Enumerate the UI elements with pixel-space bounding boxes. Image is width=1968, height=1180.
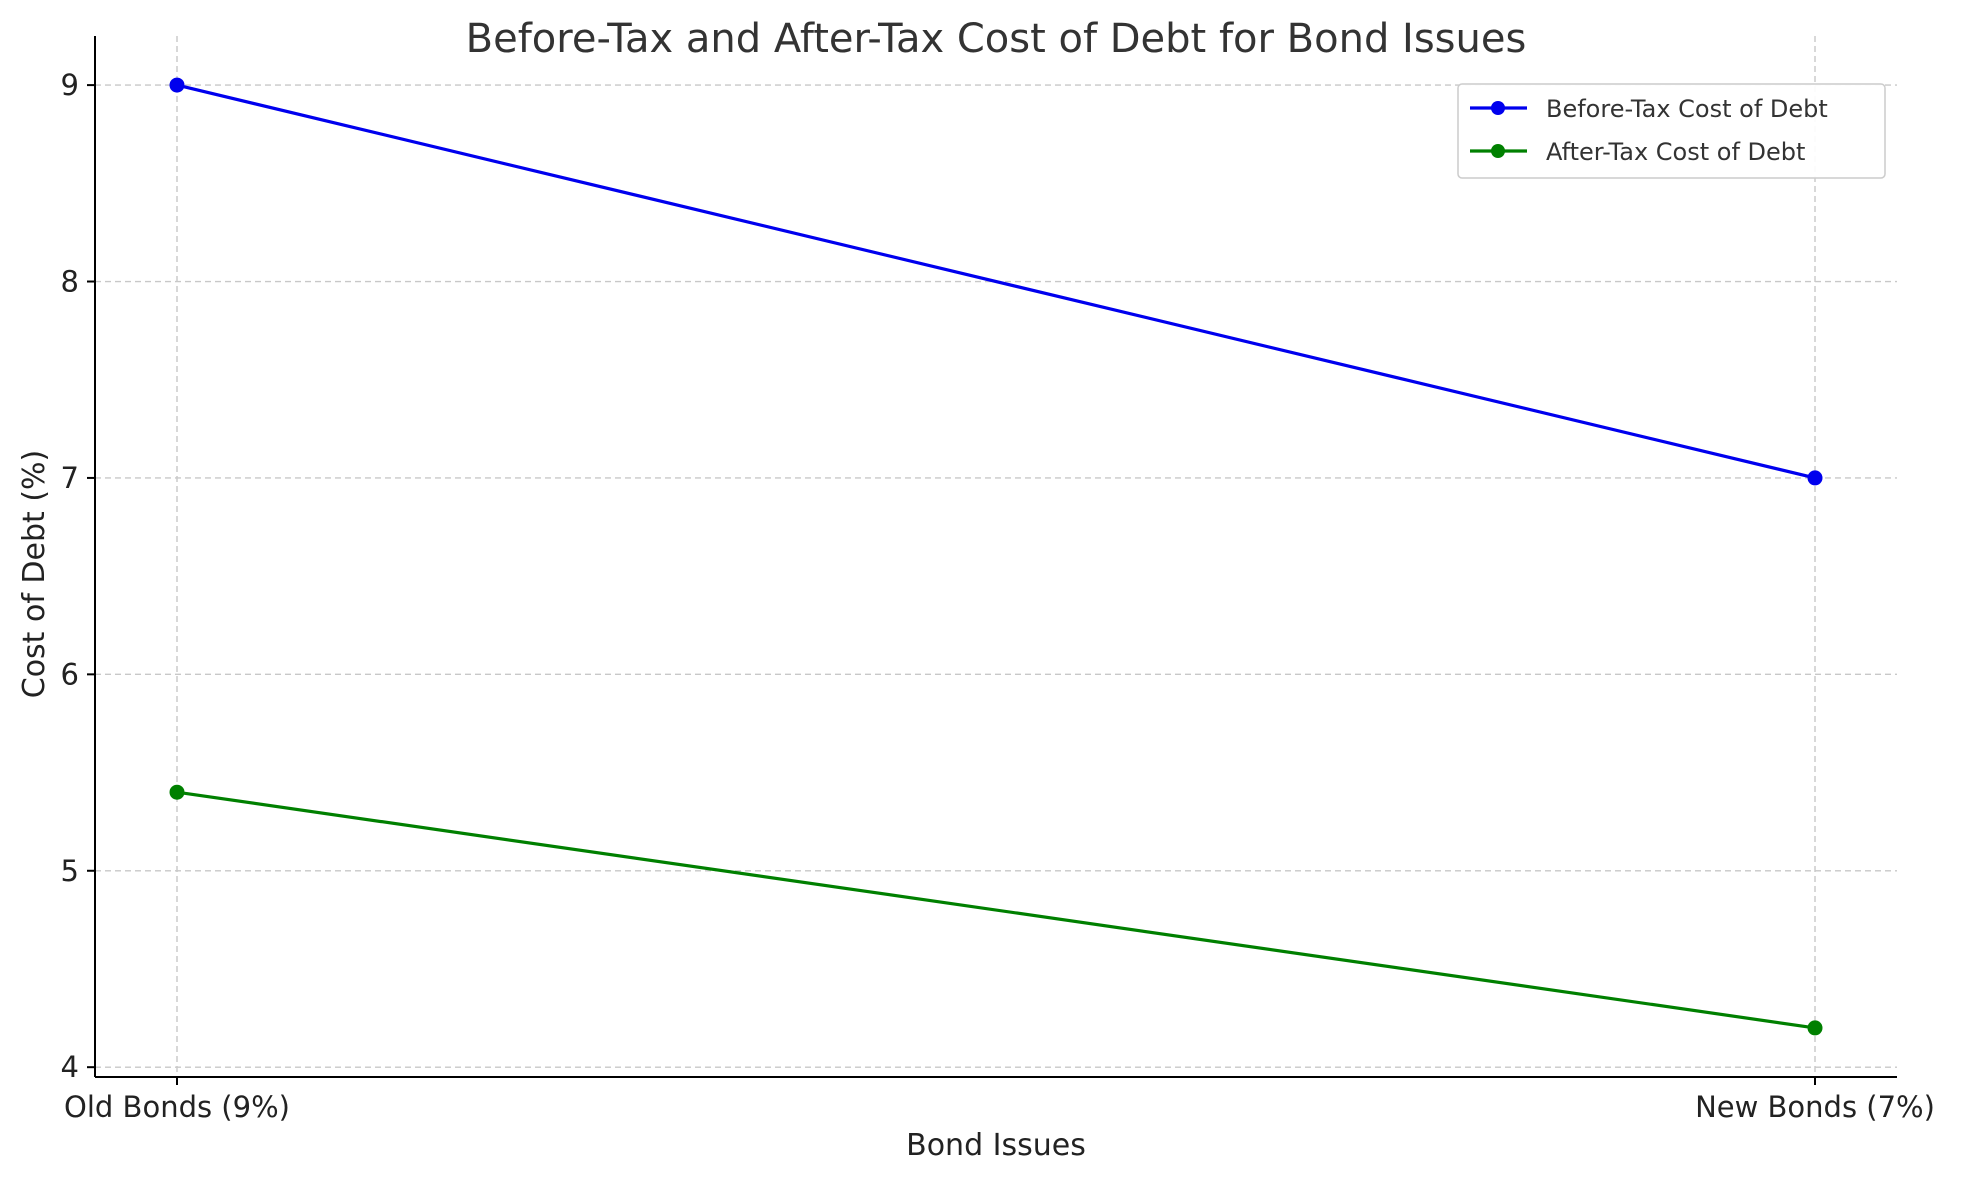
y-tick-label: 4 — [61, 1050, 79, 1084]
data-point — [169, 77, 185, 93]
series-line-0 — [176, 83, 1816, 480]
x-axis-label: Bond Issues — [906, 1128, 1086, 1163]
legend-marker — [1491, 101, 1505, 115]
data-point — [1807, 1020, 1823, 1036]
data-point — [169, 784, 185, 800]
legend-items: Before-Tax Cost of Debt After-Tax Cost of… — [1470, 95, 1828, 166]
legend: Before-Tax Cost of Debt After-Tax Cost of… — [1457, 83, 1886, 179]
legend-label: After-Tax Cost of Debt — [1546, 138, 1805, 166]
x-tick-label: New Bonds (7%) — [1695, 1090, 1935, 1124]
grid-layer — [95, 36, 1897, 1077]
legend-box — [1457, 83, 1886, 179]
y-tick-label: 8 — [61, 265, 79, 299]
y-axis-label: Cost of Debt (%) — [17, 450, 52, 699]
y-tick-label: 9 — [61, 68, 79, 102]
data-point — [1807, 470, 1823, 486]
y-tick-label: 6 — [61, 657, 79, 691]
y-tick-label: 7 — [61, 461, 79, 495]
y-tick-label: 5 — [61, 854, 79, 888]
legend-marker — [1491, 144, 1505, 158]
tick-layer: 4 5 6 7 8 9 Old Bonds (9%) New Bonds (7%) — [61, 68, 1935, 1124]
legend-label: Before-Tax Cost of Debt — [1546, 95, 1828, 123]
series-line-1 — [176, 790, 1816, 1030]
series-layer — [169, 77, 1823, 1036]
x-tick-label: Old Bonds (9%) — [64, 1090, 290, 1124]
chart-title: Before-Tax and After-Tax Cost of Debt fo… — [466, 16, 1527, 62]
